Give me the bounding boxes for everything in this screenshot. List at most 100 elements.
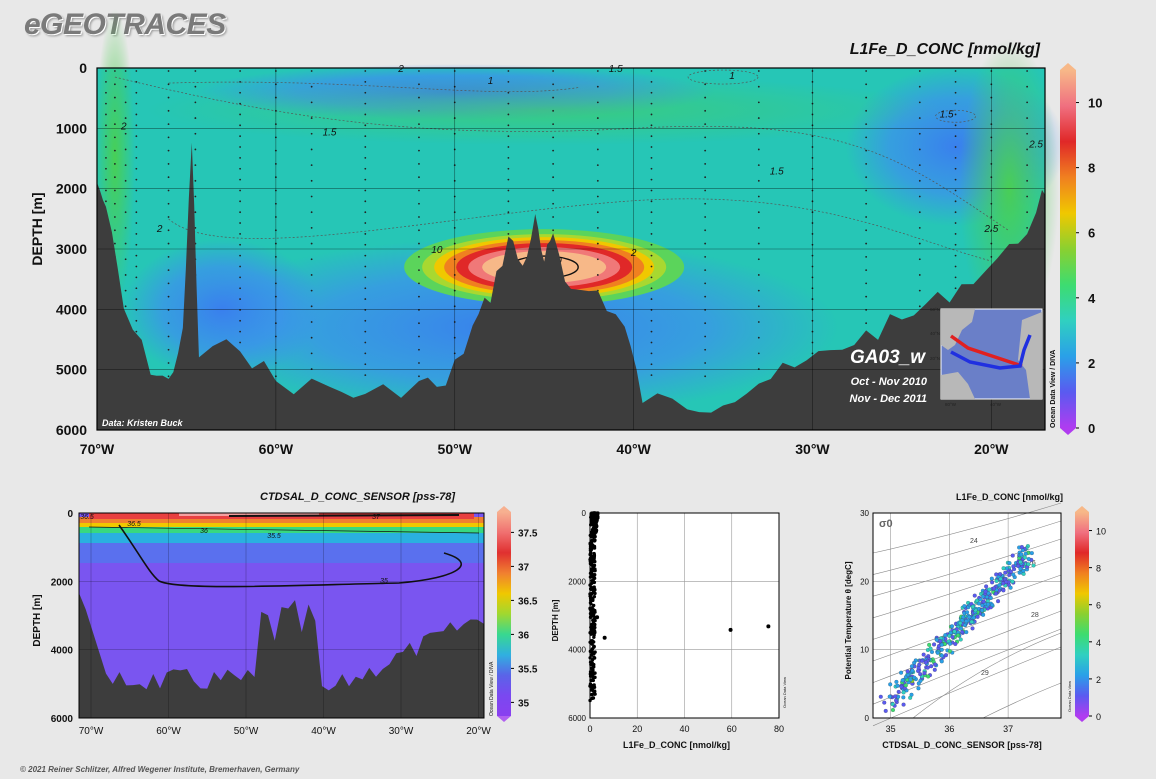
sample-point [704, 136, 707, 139]
sal-band-orange [79, 517, 484, 523]
x-tick-label: 37 [1003, 724, 1013, 734]
x-tick-label: 20°W [974, 441, 1009, 457]
sample-point [757, 274, 760, 276]
sample-point [704, 229, 707, 232]
data-point [927, 642, 932, 647]
sample-point [757, 101, 760, 104]
data-point [1022, 555, 1027, 560]
chart-title: L1Fe_D_CONC [nmol/kg] [956, 492, 1063, 502]
sample-point [552, 149, 555, 152]
data-point [896, 689, 901, 694]
sample-point [757, 336, 760, 339]
sample-point [167, 96, 170, 99]
sample-point [552, 229, 555, 232]
sample-point [135, 233, 138, 235]
data-point [766, 624, 771, 629]
sample-point [364, 374, 367, 376]
sample-point [704, 163, 707, 165]
data-point [1001, 588, 1006, 593]
data-point [590, 515, 595, 520]
isopycnal [872, 592, 1062, 662]
data-point [591, 580, 595, 585]
sample-point [1026, 226, 1029, 229]
data-point [602, 635, 607, 640]
sample-point [113, 83, 116, 86]
data-point [1008, 569, 1013, 574]
sample-point [918, 289, 921, 292]
data-point [965, 610, 970, 615]
sample-point [310, 211, 313, 214]
odv-side-label: Ocean Data View [782, 677, 787, 708]
sample-point [310, 70, 313, 72]
sample-point [650, 102, 653, 105]
sample-point [507, 167, 510, 170]
y-tick-label: 0 [865, 714, 870, 723]
sample-point [1026, 179, 1029, 182]
data-point [589, 629, 594, 633]
sample-point [552, 109, 555, 112]
sample-point [650, 200, 653, 203]
data-point [985, 598, 990, 603]
colorbar-cap-bottom [497, 716, 511, 722]
data-point [592, 656, 597, 660]
sample-point [704, 109, 707, 112]
sample-point [135, 135, 138, 138]
data-point [591, 527, 595, 532]
isopycnal [982, 682, 1062, 719]
sample-point [418, 242, 420, 245]
data-point [589, 596, 593, 600]
sample-point [954, 200, 957, 203]
sample-point [167, 149, 170, 152]
data-point [939, 659, 944, 664]
sample-point [239, 178, 241, 181]
data-point [1018, 560, 1023, 565]
contour-label: 2 [156, 224, 163, 235]
sample-point [167, 322, 170, 325]
data-point [901, 690, 906, 695]
sample-point [596, 211, 599, 214]
data-point [591, 684, 595, 689]
data-point [588, 615, 593, 619]
data-point [593, 671, 597, 675]
sample-point [113, 149, 116, 152]
data-point [589, 523, 593, 527]
data-point [1026, 557, 1031, 562]
x-tick-label: 60°W [259, 441, 294, 457]
x-axis-title: CTDSAL_D_CONC_SENSOR [pss-78] [882, 740, 1042, 750]
sample-point [704, 362, 707, 364]
x-tick-label: 40 [679, 724, 689, 734]
sample-point [113, 70, 116, 72]
data-point [589, 570, 594, 575]
sample-point [124, 164, 127, 167]
contour-label: 36.5 [80, 514, 94, 521]
contour-label: 10 [431, 245, 443, 256]
sample-point [954, 189, 957, 192]
sal-band-max [179, 513, 319, 516]
sample-point [954, 233, 957, 235]
x-tick-label: 50°W [438, 441, 473, 457]
sample-point [364, 319, 367, 322]
colorbar-cap-top [1075, 506, 1089, 512]
data-point [588, 548, 593, 553]
sample-point [124, 70, 127, 72]
bathymetry [97, 142, 1045, 430]
sample-point [310, 164, 313, 167]
inset-track-red [949, 334, 1023, 368]
sample-point [310, 148, 313, 151]
sample-point [757, 305, 760, 308]
sample-point [1026, 117, 1029, 119]
data-point [909, 664, 914, 669]
data-point [593, 625, 597, 630]
data-point [932, 642, 937, 647]
sample-point [507, 178, 510, 181]
data-point [1019, 552, 1024, 557]
odv-side-label: Ocean Data View / DIVA [1050, 350, 1057, 428]
sample-point [704, 96, 707, 99]
sample-point [364, 243, 367, 246]
sample-point [954, 222, 957, 224]
sample-point [650, 167, 653, 170]
sample-point [135, 265, 138, 268]
data-point [588, 656, 592, 660]
sample-point [124, 226, 127, 229]
